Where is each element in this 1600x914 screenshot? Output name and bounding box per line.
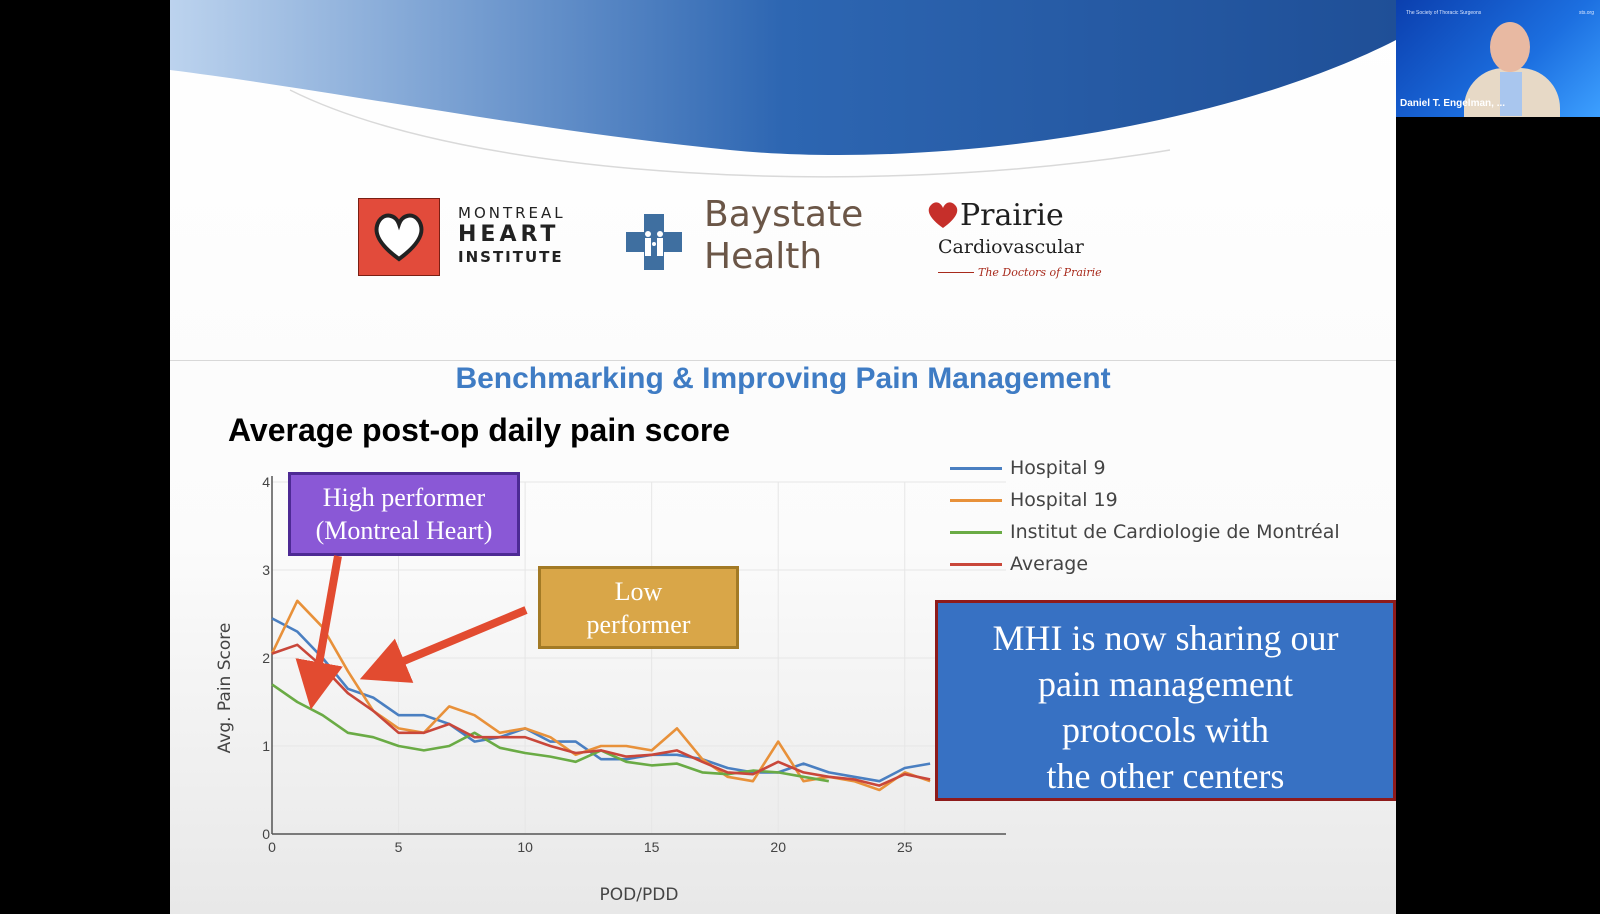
chart-legend: Hospital 9 Hospital 19 Institut de Cardi…	[950, 456, 1340, 584]
x-tick-label: 10	[517, 839, 533, 855]
x-axis-label: POD/PDD	[600, 885, 679, 905]
callout-line: High performer	[322, 483, 486, 512]
speaker-shirt	[1500, 72, 1522, 116]
x-tick-label: 0	[268, 839, 276, 855]
legend-swatch	[950, 563, 1002, 566]
speaker-head	[1490, 22, 1530, 72]
speaker-video-tile[interactable]: The Society of Thoracic Surgeons sts.org…	[1396, 0, 1600, 117]
montreal-heart-logo	[358, 198, 440, 276]
legend-label: Institut de Cardiologie de Montréal	[1010, 521, 1340, 543]
sts-logo-text: The Society of Thoracic Surgeons	[1406, 10, 1482, 16]
cardiovascular-line: Cardiovascular	[938, 236, 1084, 258]
montreal-line: MONTREAL	[458, 204, 566, 222]
heart-line: HEART	[458, 222, 560, 247]
header-wave-banner	[170, 0, 1396, 178]
legend-label: Hospital 9	[1010, 457, 1106, 479]
series-line	[271, 643, 931, 787]
legend-item: Hospital 9	[950, 456, 1340, 488]
y-tick-label: 3	[262, 562, 270, 578]
participant-name: Daniel T. Engelman, ...	[1400, 98, 1506, 109]
y-tick-label: 0	[262, 826, 270, 842]
prairie-rule	[938, 272, 974, 273]
callout-line: (Montreal Heart)	[315, 516, 493, 545]
x-tick-label: 20	[770, 839, 786, 855]
callout-line: performer	[586, 610, 691, 639]
sts-web-text: sts.org	[1578, 10, 1594, 16]
legend-swatch	[950, 499, 1002, 502]
prairie-tagline: The Doctors of Prairie	[978, 266, 1102, 279]
high-performer-callout: High performer (Montreal Heart)	[288, 472, 520, 556]
y-tick-label: 1	[262, 738, 270, 754]
baystate-icon	[626, 214, 682, 270]
legend-item: Hospital 19	[950, 488, 1340, 520]
legend-item: Average	[950, 552, 1340, 584]
baystate-line: Baystate	[704, 194, 864, 235]
legend-item: Institut de Cardiologie de Montréal	[950, 520, 1340, 552]
prairie-line: Prairie	[960, 198, 1064, 233]
legend-label: Average	[1010, 553, 1089, 575]
partner-logos: MONTREAL HEART INSTITUTE Baystate Health…	[170, 190, 1396, 290]
montreal-heart-wordmark: MONTREAL HEART INSTITUTE	[458, 204, 566, 266]
y-tick-label: 4	[262, 474, 270, 490]
section-divider	[170, 360, 1396, 361]
chart-subtitle: Average post-op daily pain score	[228, 412, 731, 448]
y-axis-label: Avg. Pain Score	[215, 623, 235, 754]
x-tick-label: 15	[644, 839, 660, 855]
legend-swatch	[950, 467, 1002, 470]
low-performer-callout: Low performer	[538, 566, 739, 649]
baystate-wordmark: Baystate Health	[704, 194, 863, 278]
prairie-heart-icon	[928, 202, 958, 228]
callout-line: MHI is now sharing our	[992, 618, 1339, 658]
presentation-slide: MONTREAL HEART INSTITUTE Baystate Health…	[170, 0, 1396, 914]
callout-line: pain management	[1038, 664, 1293, 704]
mhi-sharing-callout: MHI is now sharing our pain management p…	[935, 600, 1396, 801]
legend-label: Hospital 19	[1010, 489, 1118, 511]
x-tick-label: 25	[897, 839, 913, 855]
slide-title: Benchmarking & Improving Pain Management	[455, 362, 1111, 395]
y-tick-label: 2	[262, 650, 270, 666]
health-line: Health	[704, 236, 823, 277]
callout-line: protocols with	[1062, 710, 1269, 750]
callout-line: Low	[614, 577, 663, 606]
series-line	[271, 617, 931, 783]
institute-line: INSTITUTE	[458, 248, 564, 266]
callout-line: the other centers	[1046, 756, 1285, 796]
legend-swatch	[950, 531, 1002, 534]
x-tick-label: 5	[395, 839, 403, 855]
